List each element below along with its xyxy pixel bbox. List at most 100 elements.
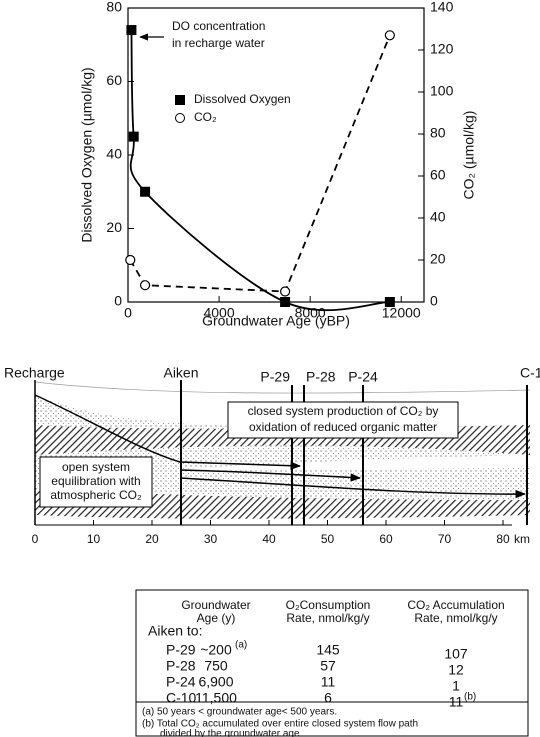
legend-label: Dissolved Oxygen (194, 92, 291, 106)
distance-tick-label: 10 (87, 532, 101, 546)
cell: ~200 (200, 642, 232, 658)
y-axis-label: Dissolved Oxygen (µmol/kg) (79, 67, 95, 242)
well-label: P-29 (260, 369, 290, 385)
distance-tick-label: 80 (496, 532, 510, 546)
cell: 11 (321, 674, 336, 690)
table: Aiken to: Groundwater Age (y) O₂Consumpt… (135, 589, 529, 737)
cell: 1 (452, 678, 460, 694)
row-header: Aiken to: (148, 623, 202, 639)
distance-tick-label: 60 (379, 532, 393, 546)
marker (280, 297, 291, 307)
cell: 6 (324, 690, 332, 706)
y2-tick-label: 140 (430, 0, 454, 15)
footnote: (b) Total CO₂ accumulated over entire cl… (142, 719, 418, 730)
well-label: P-24 (348, 369, 378, 385)
legend-marker (175, 113, 185, 123)
marker (140, 186, 151, 197)
column-header: Rate, nmol/kg/y (414, 611, 497, 625)
column-header: Groundwater (181, 598, 250, 612)
y-tick-label: 20 (106, 219, 122, 235)
y-tick-label: 0 (114, 293, 122, 309)
well-label: C-10 (520, 365, 540, 381)
box-text: oxidation of reduced organic matter (249, 420, 437, 434)
distance-tick-label: 0 (32, 532, 39, 546)
marker (139, 280, 151, 291)
cell: 107 (444, 646, 468, 662)
footnote: divided by the groundwater age (160, 729, 300, 737)
confining-layer (35, 488, 530, 519)
column-header: Rate, nmol/kg/y (286, 611, 369, 625)
distance-unit: km (514, 532, 530, 546)
cell: 750 (204, 658, 228, 674)
well-label: P-28 (306, 369, 336, 385)
legend-label: CO₂ (194, 110, 217, 124)
distance-tick-label: 70 (438, 532, 452, 546)
x-tick-label: 12000 (382, 305, 421, 321)
distance-tick-label: 30 (204, 532, 218, 546)
footnote: (a) 50 years < groundwater age< 500 year… (142, 707, 337, 718)
series-line (129, 34, 391, 293)
flow-arrow (179, 477, 527, 499)
box-text: atmospheric CO₂ (50, 488, 142, 502)
y2-tick-label: 120 (430, 41, 454, 57)
x-tick-label: 8000 (295, 305, 326, 321)
annotation: in recharge water (172, 36, 265, 50)
column-header: Age (y) (197, 611, 236, 625)
cell: C-10 (166, 690, 197, 706)
distance-ticks: 0 10 20 30 40 50 60 70 80 (32, 520, 510, 546)
x-axis-label: Groundwater Age (yBP) (202, 313, 350, 329)
y2-axis-label: CO₂ (µmol/kg) (461, 111, 477, 200)
column-header: O₂Consumption (286, 598, 371, 612)
y2-tick-label: 20 (430, 251, 446, 267)
marker (384, 30, 395, 41)
y2-tick-label: 0 (430, 293, 438, 309)
text-box (227, 401, 459, 439)
well-label: Recharge (4, 365, 65, 381)
marker (384, 297, 395, 307)
flow-arrow (34, 394, 302, 470)
distance-tick-label: 50 (321, 532, 335, 546)
x-tick-label: 0 (124, 305, 132, 321)
y2-tick-label: 60 (430, 167, 446, 183)
superscript: (a) (235, 640, 247, 651)
cell: 12 (448, 662, 464, 678)
y2-tick-label: 80 (430, 125, 446, 141)
box-text: open system (62, 460, 130, 474)
cell: 57 (320, 658, 336, 674)
superscript: (b) (464, 692, 476, 703)
cell: 11,500 (195, 690, 237, 706)
flow-arrow (179, 469, 362, 482)
y2-tick-label: 40 (430, 209, 446, 225)
column-header: CO₂ Accumulation (407, 598, 504, 612)
cell: P-28 (166, 658, 196, 674)
marker (128, 131, 139, 142)
legend-marker (175, 95, 185, 105)
chart: 0 20 40 60 80 0 20 40 60 80 100 120 140 0 4000 8000 1200… (79, 0, 477, 329)
box-text: closed system production of CO₂ by (248, 404, 439, 418)
marker (280, 286, 291, 297)
land-surface (34, 381, 531, 394)
y2-tick-label: 100 (430, 83, 454, 99)
distance-tick-label: 20 (145, 532, 159, 546)
distance-tick-label: 40 (262, 532, 276, 546)
annotation: DO concentration (172, 19, 265, 33)
series-line (129, 30, 390, 312)
box-text: equilibration with (51, 474, 140, 488)
y-tick-label: 60 (106, 72, 122, 88)
x-tick-label: 4000 (203, 305, 234, 321)
well-label: Aiken (163, 365, 198, 381)
cell: 6,900 (198, 674, 233, 690)
text-box (39, 456, 153, 508)
y-tick-label: 40 (106, 146, 122, 162)
plot-frame (127, 7, 425, 303)
marker (126, 25, 137, 36)
cell: P-24 (166, 674, 196, 690)
marker (125, 254, 136, 266)
y-tick-label: 80 (106, 0, 122, 15)
cross-section: Recharge Aiken P-29 P-28 P-24 C-10 close… (4, 365, 540, 546)
cell: P-29 (166, 642, 196, 658)
cell: 145 (316, 642, 340, 658)
table-border (135, 589, 529, 737)
